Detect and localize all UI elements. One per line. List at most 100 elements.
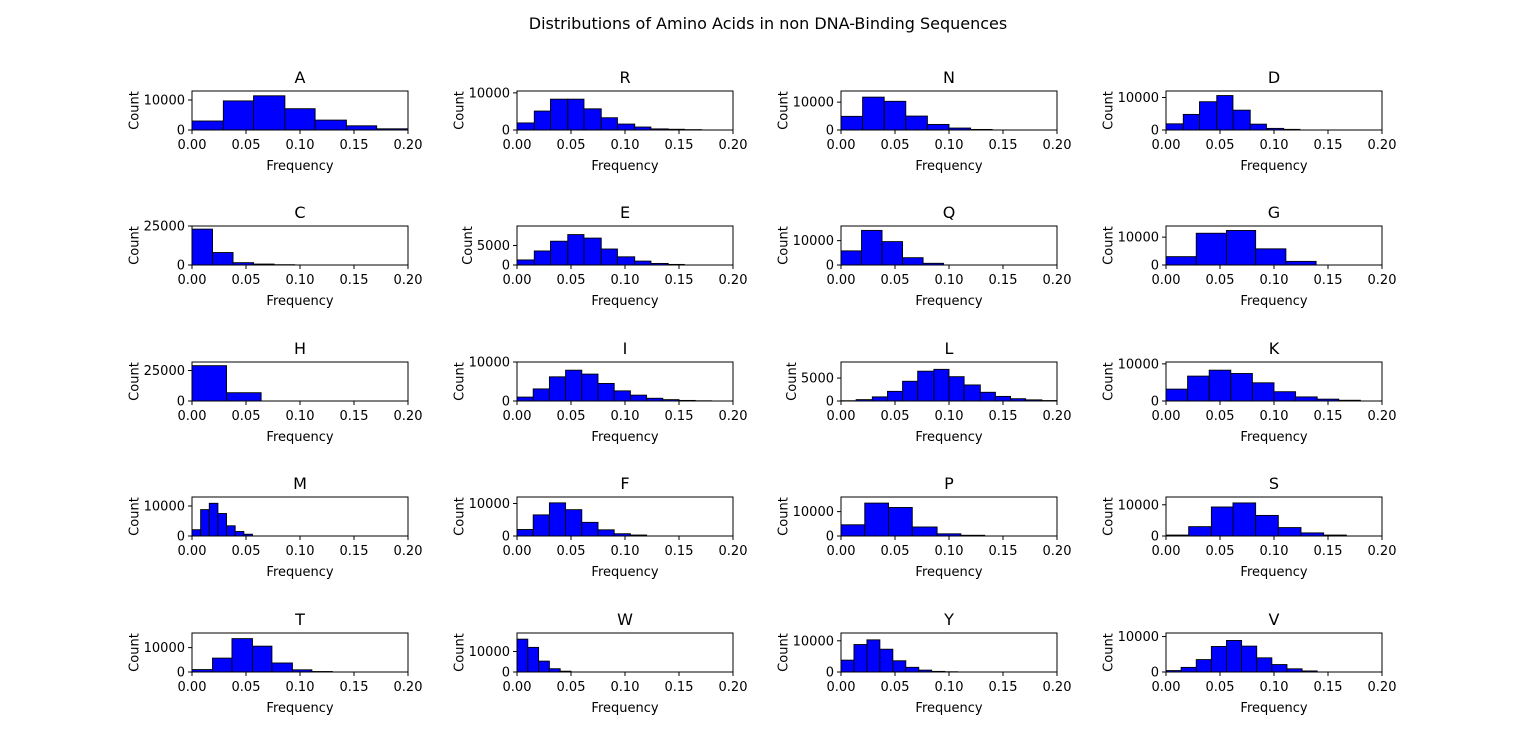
- histogram-bar: [888, 507, 913, 537]
- histogram-bar: [516, 396, 534, 402]
- histogram-panel-d: D 0.00 0.05 0.10 0.15 0.20 0 10000 Frequency Coun…: [1102, 68, 1397, 174]
- panel-grid: A 0.00 0.05 0.10 0.15 0.20 0 10000 Frequency Coun…: [128, 68, 1397, 716]
- histogram-bar: [1208, 369, 1232, 402]
- histogram-bar: [191, 120, 224, 131]
- x-tick-label: 0.20: [394, 544, 423, 559]
- x-tick-label: 0.05: [557, 544, 586, 559]
- x-tick-label: 0.15: [340, 273, 369, 288]
- x-tick-label: 0.10: [935, 680, 964, 695]
- histogram-bar: [1256, 657, 1273, 673]
- histogram-panel-k: K 0.00 0.05 0.10 0.15 0.20 0 10000 Frequency Coun…: [1102, 339, 1397, 445]
- x-tick-label: 0.20: [1043, 409, 1072, 424]
- x-tick-label: 0.20: [1368, 680, 1397, 695]
- x-tick-label: 0.15: [665, 544, 694, 559]
- y-axis-label: Count: [1102, 91, 1117, 130]
- y-tick-label: 0: [1151, 259, 1159, 274]
- histogram-bar: [840, 524, 866, 537]
- histogram-bar: [217, 513, 228, 537]
- histogram-panel-e: E 0.00 0.05 0.10 0.15 0.20 0 5000 Frequency Count: [461, 203, 748, 309]
- x-tick-label: 0.20: [1368, 138, 1397, 153]
- x-tick-label: 0.10: [286, 544, 315, 559]
- x-tick-label: 0.15: [1314, 273, 1343, 288]
- x-tick-label: 0.20: [1043, 680, 1072, 695]
- x-tick-label: 0.00: [178, 409, 207, 424]
- histogram-bar: [583, 108, 602, 131]
- histogram-bar: [567, 234, 585, 266]
- x-tick-label: 0.10: [286, 409, 315, 424]
- y-axis-label: Count: [453, 633, 468, 672]
- histogram-panel-s: S 0.00 0.05 0.10 0.15 0.20 0 10000 Frequency Coun…: [1102, 474, 1397, 580]
- x-tick-label: 0.00: [503, 680, 532, 695]
- y-tick-label: 10000: [469, 645, 510, 660]
- y-tick-label: 0: [826, 530, 834, 545]
- x-tick-label: 0.10: [1260, 680, 1289, 695]
- histogram-bar: [1195, 659, 1212, 673]
- x-tick-label: 0.05: [557, 680, 586, 695]
- histogram-bar: [1226, 230, 1257, 266]
- y-tick-label: 0: [1151, 530, 1159, 545]
- x-axis-label: Frequency: [1240, 701, 1307, 716]
- histogram-bar: [634, 260, 652, 266]
- panel-title: M: [293, 474, 307, 493]
- histogram-bar: [1226, 640, 1243, 673]
- histogram-bar: [883, 100, 907, 131]
- panel-title: I: [623, 339, 628, 358]
- y-tick-label: 0: [1151, 124, 1159, 139]
- panel-title: L: [945, 339, 954, 358]
- x-axis-label: Frequency: [591, 565, 658, 580]
- x-tick-label: 0.00: [178, 544, 207, 559]
- x-tick-label: 0.05: [1206, 680, 1235, 695]
- histogram-bar: [871, 396, 888, 402]
- x-tick-label: 0.15: [340, 409, 369, 424]
- x-tick-label: 0.00: [1152, 273, 1181, 288]
- x-tick-label: 0.00: [1152, 680, 1181, 695]
- histogram-bar: [533, 110, 551, 131]
- x-axis-label: Frequency: [266, 430, 333, 445]
- histogram-panel-q: Q 0.00 0.05 0.10 0.15 0.20 0 10000 Frequency Coun…: [777, 203, 1072, 309]
- y-axis-label: Count: [128, 633, 143, 672]
- histogram-bar: [516, 529, 534, 537]
- histogram-bar: [840, 115, 864, 131]
- histogram-bar: [253, 95, 286, 131]
- histogram-bar: [191, 228, 213, 266]
- x-tick-label: 0.10: [286, 273, 315, 288]
- panel-title: G: [1268, 203, 1280, 222]
- histogram-bar: [979, 391, 996, 402]
- y-axis-label: Count: [777, 226, 792, 265]
- panel-title: W: [617, 610, 633, 629]
- x-tick-label: 0.00: [827, 273, 856, 288]
- histogram-bar: [861, 229, 883, 266]
- histogram-bar: [191, 365, 228, 402]
- x-tick-label: 0.20: [719, 544, 748, 559]
- x-tick-label: 0.10: [1260, 273, 1289, 288]
- histogram-bar: [1165, 256, 1197, 266]
- histogram-bar: [1182, 113, 1200, 131]
- panel-title: Y: [943, 610, 954, 629]
- x-tick-label: 0.20: [1368, 544, 1397, 559]
- histogram-bar: [1165, 388, 1189, 402]
- histogram-panel-m: M 0.00 0.05 0.10 0.15 0.20 0 10000 Frequency Coun…: [128, 474, 423, 580]
- histogram-bar: [933, 368, 950, 402]
- x-tick-label: 0.20: [719, 680, 748, 695]
- x-tick-label: 0.05: [1206, 544, 1235, 559]
- x-axis-label: Frequency: [266, 701, 333, 716]
- x-tick-label: 0.10: [611, 544, 640, 559]
- panel-title: T: [294, 610, 305, 629]
- x-tick-label: 0.20: [1043, 544, 1072, 559]
- x-tick-label: 0.05: [881, 544, 910, 559]
- histogram-panel-c: C 0.00 0.05 0.10 0.15 0.20 0 25000 Frequency Coun…: [128, 203, 423, 309]
- histogram-bar: [994, 395, 1012, 402]
- x-tick-label: 0.00: [503, 273, 532, 288]
- x-axis-label: Frequency: [1240, 159, 1307, 174]
- x-tick-label: 0.20: [719, 273, 748, 288]
- histogram-bar: [1271, 664, 1288, 673]
- x-tick-label: 0.10: [611, 273, 640, 288]
- histogram-bar: [881, 241, 904, 266]
- histogram-bar: [1180, 666, 1197, 673]
- panel-title: F: [620, 474, 629, 493]
- panel-title: K: [1269, 339, 1280, 358]
- histogram-bar: [252, 645, 273, 673]
- histogram-bar: [902, 257, 924, 266]
- histogram-bar: [1230, 373, 1253, 402]
- histogram-bar: [271, 662, 293, 673]
